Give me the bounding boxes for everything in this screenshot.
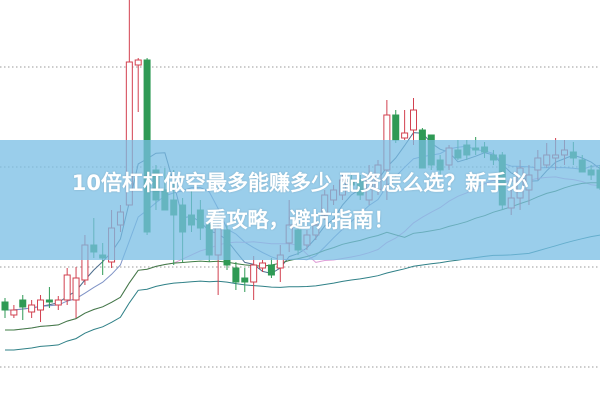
candle-up bbox=[28, 304, 36, 313]
candle-down bbox=[392, 114, 400, 141]
candle-up bbox=[259, 262, 267, 269]
candle-down bbox=[19, 299, 27, 308]
candle-down bbox=[241, 277, 249, 283]
candle-down bbox=[267, 264, 275, 276]
candle-up bbox=[10, 309, 18, 316]
candle-up bbox=[401, 132, 409, 139]
candle-up bbox=[410, 109, 418, 131]
title-line-2: 看攻略，避坑指南！ bbox=[205, 208, 395, 232]
candle-down bbox=[1, 301, 9, 311]
candle-up bbox=[72, 277, 80, 301]
title-line-1: 10倍杠杠做空最多能赚多少 配资怎么选？新手必 bbox=[71, 171, 529, 195]
candle-up bbox=[54, 299, 62, 306]
candle-up bbox=[37, 299, 45, 311]
title-banner bbox=[0, 140, 600, 260]
candle-up bbox=[63, 274, 71, 301]
candle-up bbox=[250, 264, 258, 283]
candle-down bbox=[232, 267, 240, 283]
article-title: 10倍杠杠做空最多能赚多少 配资怎么选？新手必 看攻略，避坑指南！ bbox=[0, 165, 600, 239]
candle-up bbox=[134, 59, 142, 66]
candle-down bbox=[45, 299, 53, 303]
